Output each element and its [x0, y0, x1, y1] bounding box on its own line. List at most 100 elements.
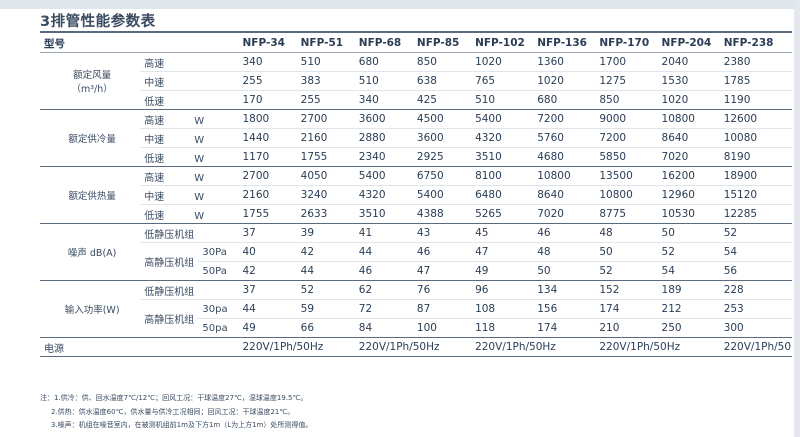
airflow-label-line2: （m³/h）	[71, 84, 113, 95]
table-cell: 44	[296, 261, 355, 281]
heating-label-text: 额定供热量	[68, 191, 116, 202]
table-cell: 87	[412, 299, 472, 319]
table-cell: 15120	[719, 185, 792, 205]
table-cell: 48	[533, 242, 596, 262]
table-cell: 4680	[533, 147, 596, 167]
table-cell: 10800	[595, 185, 658, 205]
unit-type-label: 高静压机组	[140, 299, 199, 338]
table-cell: 425	[412, 90, 472, 110]
table-cell: 2880	[354, 128, 413, 148]
table-cell: 10530	[657, 204, 720, 224]
table-cell: 1530	[657, 71, 720, 91]
table-cell: 156	[533, 299, 596, 319]
table-cell: 4320	[354, 185, 413, 205]
table-cell: 1275	[595, 71, 658, 91]
speed-label: 低速	[140, 90, 239, 110]
table-cell: 49	[238, 318, 297, 338]
table-cell: 300	[719, 318, 792, 338]
table-cell: 212	[657, 299, 720, 319]
table-cell: 1440	[238, 128, 297, 148]
table-cell: 7200	[533, 109, 596, 129]
speed-label: 高速	[140, 52, 239, 72]
model-header: NFP-85	[412, 34, 472, 53]
model-header: NFP-68	[354, 34, 413, 53]
table-cell: 2633	[296, 204, 355, 224]
table-cell: 18900	[719, 166, 792, 186]
speed-unit-cell: 低速 W	[140, 147, 239, 167]
table-cell: 43	[412, 223, 472, 243]
table-cell: 1020	[471, 52, 534, 72]
table-cell: 54	[657, 261, 720, 281]
unit-type-label: 低静压机组	[140, 280, 239, 300]
table-cell: 48	[595, 223, 658, 243]
table-cell: 850	[595, 90, 658, 110]
table-cell: 680	[354, 52, 413, 72]
pressure-label: 30Pa	[198, 242, 239, 262]
table-cell: 62	[354, 280, 413, 300]
table-cell: 510	[471, 90, 534, 110]
table-cell: 56	[719, 261, 792, 281]
table-cell: 3240	[296, 185, 355, 205]
table-cell: 170	[238, 90, 297, 110]
table-cell: 1170	[238, 147, 297, 167]
table-cell: 8640	[533, 185, 596, 205]
model-header: NFP-170	[595, 34, 658, 53]
table-cell: 3510	[354, 204, 413, 224]
table-cell: 7200	[595, 128, 658, 148]
unit-label: W	[194, 134, 205, 146]
scrollbar-track[interactable]	[794, 0, 800, 437]
model-header: NFP-34	[238, 34, 297, 53]
table-cell: 510	[296, 52, 355, 72]
table-cell: 255	[296, 90, 355, 110]
table-cell: 2160	[296, 128, 355, 148]
table-cell: 3600	[354, 109, 413, 129]
table-cell: 46	[533, 223, 596, 243]
noise-row-low: 噪声 dB(A) 低静压机组 37 39 41 43 45 46 48 50 5…	[40, 223, 792, 281]
spec-table: 型号 NFP-34 NFP-51 NFP-68 NFP-85 NFP-102 N…	[40, 34, 792, 357]
table-cell: 2160	[238, 185, 297, 205]
table-cell: 84	[354, 318, 413, 338]
unit-label: W	[194, 115, 205, 127]
table-cell: 4388	[412, 204, 472, 224]
pressure-label: 30pa	[198, 299, 239, 319]
table-cell: 510	[354, 71, 413, 91]
model-header: NFP-51	[296, 34, 355, 53]
table-cell: 37	[238, 280, 297, 300]
table-cell: 52	[719, 223, 792, 243]
unit-label: W	[194, 153, 205, 165]
airflow-row-low: 低速 170 255 340 425 510 680 850 1020 1190	[40, 90, 792, 110]
airflow-row-high: 额定风量 （m³/h） 高速 340 510 680 850 1020 1360…	[40, 52, 792, 110]
table-cell: 765	[471, 71, 534, 91]
table-cell: 1190	[719, 90, 792, 110]
power-label-text: 输入功率(W)	[64, 305, 120, 316]
pressure-label: 50Pa	[198, 261, 239, 281]
table-cell: 59	[296, 299, 355, 319]
table-cell: 4320	[471, 128, 534, 148]
table-cell: 47	[412, 261, 472, 281]
unit-label: W	[194, 191, 205, 203]
heating-row-high: 额定供热量 高速 W 2700 4050 5400 6750 8100 10800…	[40, 166, 792, 224]
table-cell: 5760	[533, 128, 596, 148]
table-cell: 5400	[412, 185, 472, 205]
speed-unit-cell: 中速 W	[140, 128, 239, 148]
model-header: NFP-102	[471, 34, 534, 53]
table-cell: 100	[412, 318, 472, 338]
table-cell: 16200	[657, 166, 720, 186]
footnotes: 注：1.供冷：供、回水温度7℃/12℃；回风工况：干球温度27℃，湿球温度19.…	[40, 392, 780, 433]
speed-label: 高速	[144, 115, 165, 127]
cooling-row-mid: 中速 W 1440 2160 2880 3600 4320 5760 7200 8…	[40, 128, 792, 148]
table-cell: 2040	[657, 52, 720, 72]
table-cell: 1755	[296, 147, 355, 167]
table-cell: 42	[238, 261, 297, 281]
table-cell: 7020	[533, 204, 596, 224]
table-cell: 1020	[657, 90, 720, 110]
airflow-label: 额定风量 （m³/h）	[40, 52, 141, 110]
table-cell: 3600	[412, 128, 472, 148]
cooling-row-low: 低速 W 1170 1755 2340 2925 3510 4680 5850 7…	[40, 147, 792, 167]
table-cell: 850	[412, 52, 472, 72]
table-cell: 13500	[595, 166, 658, 186]
noise-label: 噪声 dB(A)	[40, 223, 141, 281]
table-cell: 66	[296, 318, 355, 338]
table-cell: 37	[238, 223, 297, 243]
noise-row-50pa: 50Pa 42 44 46 47 49 50 52 54 56	[40, 261, 792, 281]
